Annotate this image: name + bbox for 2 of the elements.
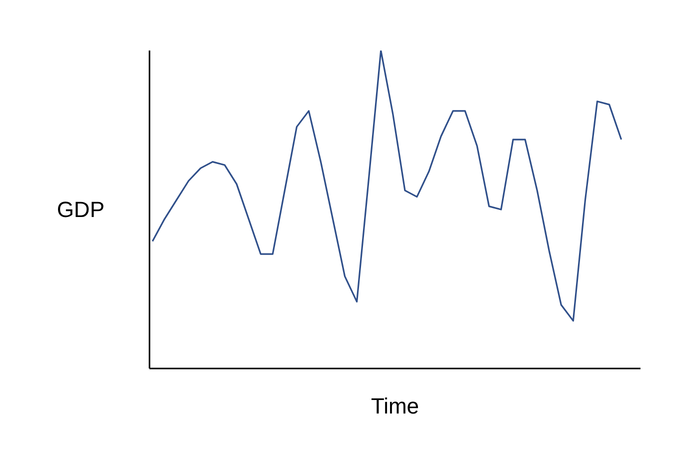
x-axis-title: Time xyxy=(370,394,420,418)
y-axis-title: GDP xyxy=(56,197,105,222)
